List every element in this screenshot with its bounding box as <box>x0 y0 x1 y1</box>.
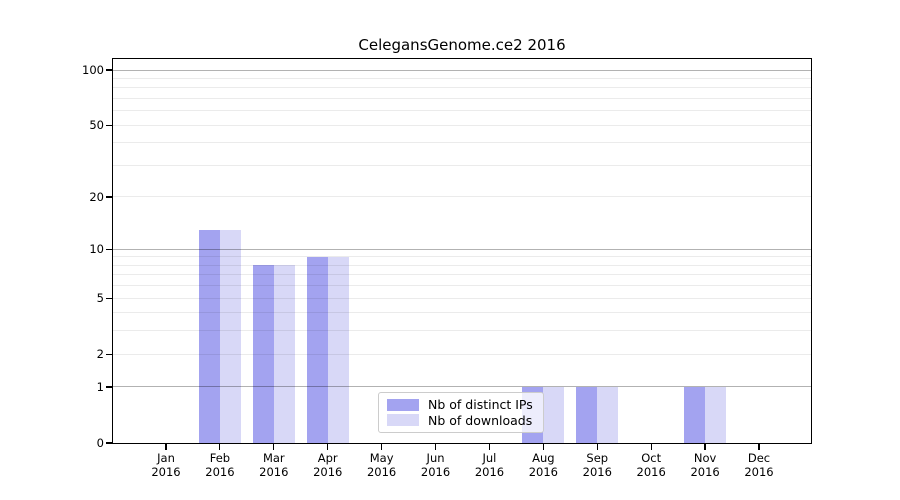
x-tick-label-jan: Jan 2016 <box>151 451 181 479</box>
gridline-y-60 <box>113 110 811 112</box>
bar-apr-downloads <box>327 256 349 443</box>
x-tick-mark-apr <box>327 444 329 450</box>
x-tick-label-sep: Sep 2016 <box>582 451 612 479</box>
x-tick-mark-may <box>381 444 383 450</box>
y-tick-mark-50 <box>106 124 112 126</box>
y-tick-label-2: 2 <box>96 347 104 362</box>
x-tick-label-oct: Oct 2016 <box>636 451 666 479</box>
x-tick-label-apr: Apr 2016 <box>313 451 343 479</box>
bar-feb-distinct-ips <box>198 229 220 443</box>
x-tick-mark-mar <box>273 444 275 450</box>
gridline-y-4 <box>113 312 811 314</box>
x-tick-mark-feb <box>219 444 221 450</box>
gridline-y-100 <box>113 69 811 71</box>
x-tick-label-jun: Jun 2016 <box>420 451 451 479</box>
x-tick-mark-jan <box>165 444 167 450</box>
legend-swatch-downloads-icon <box>387 414 419 427</box>
gridline-y-80 <box>113 87 811 89</box>
y-tick-mark-100 <box>106 69 112 71</box>
gridline-y-6 <box>113 285 811 287</box>
gridline-y-8 <box>113 264 811 266</box>
bar-nov-downloads <box>705 386 727 443</box>
y-tick-mark-2 <box>106 353 112 355</box>
gridline-y-70 <box>113 97 811 99</box>
gridline-y-7 <box>113 274 811 276</box>
x-tick-mark-oct <box>650 444 652 450</box>
x-tick-label-mar: Mar 2016 <box>259 451 289 479</box>
bar-sep-distinct-ips <box>576 386 598 443</box>
bar-feb-downloads <box>219 229 241 443</box>
legend-swatch-distinct-ips-icon <box>387 398 419 411</box>
bar-sep-downloads <box>597 386 619 443</box>
chart-title: CelegansGenome.ce2 2016 <box>358 36 566 54</box>
y-tick-label-1: 1 <box>96 379 104 394</box>
gridline-y-3 <box>113 330 811 332</box>
legend-item-downloads: Nb of downloads <box>387 413 535 429</box>
x-tick-mark-jul <box>488 444 491 450</box>
x-tick-label-jul: Jul 2016 <box>474 451 505 479</box>
y-tick-label-50: 50 <box>89 118 104 133</box>
x-tick-mark-sep <box>596 444 598 450</box>
x-tick-label-dec: Dec 2016 <box>744 451 774 479</box>
gridline-y-30 <box>113 164 811 166</box>
y-tick-mark-0 <box>106 442 112 444</box>
x-tick-mark-aug <box>542 444 544 450</box>
x-tick-label-nov: Nov 2016 <box>690 451 720 479</box>
y-tick-label-10: 10 <box>89 242 104 257</box>
legend: Nb of distinct IPs Nb of downloads <box>378 392 544 433</box>
x-tick-mark-dec <box>758 444 760 450</box>
legend-label-distinct-ips: Nb of distinct IPs <box>428 397 533 413</box>
bar-aug-downloads <box>543 386 565 443</box>
gridline-y-9 <box>113 256 811 258</box>
y-tick-label-100: 100 <box>82 63 104 77</box>
gridline-y-40 <box>113 142 811 144</box>
x-tick-mark-jun <box>434 444 437 450</box>
gridline-y-5 <box>113 297 811 299</box>
x-tick-mark-nov <box>704 444 706 450</box>
legend-item-distinct-ips: Nb of distinct IPs <box>387 397 535 413</box>
x-tick-label-feb: Feb 2016 <box>205 451 235 479</box>
x-tick-label-may: May 2016 <box>366 451 397 479</box>
gridline-y-1 <box>113 386 811 388</box>
y-tick-mark-5 <box>106 297 112 299</box>
legend-label-downloads: Nb of downloads <box>428 412 533 428</box>
gridline-y-10 <box>113 248 811 250</box>
gridline-y-50 <box>113 124 811 126</box>
gridline-y-20 <box>113 196 811 198</box>
y-tick-label-5: 5 <box>96 291 104 306</box>
x-tick-label-aug: Aug 2016 <box>528 451 558 479</box>
bar-apr-distinct-ips <box>306 256 328 443</box>
y-tick-label-0: 0 <box>96 436 104 450</box>
bar-mar-downloads <box>273 265 295 443</box>
y-tick-mark-1 <box>106 386 112 388</box>
y-tick-mark-10 <box>106 248 112 250</box>
gridline-y-2 <box>113 353 811 355</box>
gridline-y-90 <box>113 77 811 79</box>
y-tick-label-20: 20 <box>89 189 104 204</box>
bar-mar-distinct-ips <box>252 265 274 443</box>
y-tick-mark-20 <box>106 196 112 198</box>
bar-nov-distinct-ips <box>684 386 706 443</box>
